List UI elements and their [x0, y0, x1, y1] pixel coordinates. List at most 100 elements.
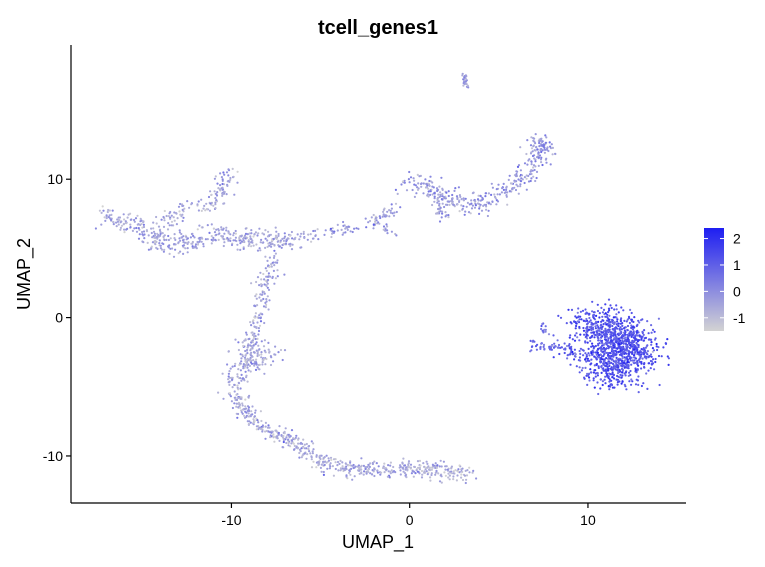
data-point [178, 229, 181, 232]
data-point [272, 256, 276, 259]
data-point [221, 186, 224, 189]
data-point [633, 346, 636, 349]
data-point [654, 357, 657, 361]
data-point [633, 359, 636, 362]
data-point [270, 431, 273, 434]
data-point [251, 331, 254, 334]
data-point [418, 459, 422, 462]
data-point [462, 78, 465, 81]
data-point [436, 189, 439, 193]
data-point [469, 212, 472, 215]
data-point [596, 374, 600, 377]
data-point [520, 174, 524, 177]
data-point [600, 371, 603, 374]
data-point [131, 229, 134, 232]
data-point [336, 229, 339, 232]
data-point [644, 349, 647, 352]
data-point [471, 471, 474, 474]
data-point [245, 361, 248, 364]
data-point [214, 175, 217, 178]
data-point [616, 318, 619, 321]
data-point [142, 230, 146, 233]
data-point [303, 443, 306, 446]
data-point [413, 195, 416, 198]
data-point [269, 242, 272, 245]
data-point [298, 451, 301, 455]
data-point [266, 239, 269, 242]
data-point [170, 224, 173, 227]
data-point [590, 358, 593, 361]
data-point [162, 215, 165, 219]
data-point [203, 204, 206, 207]
data-point [523, 181, 526, 185]
data-point [225, 193, 228, 196]
data-point [237, 368, 240, 371]
data-point [657, 346, 660, 349]
data-point [532, 137, 535, 140]
data-point [629, 308, 632, 311]
data-point [389, 470, 392, 473]
data-point [606, 317, 610, 320]
data-point [251, 405, 254, 408]
data-point [250, 229, 253, 232]
data-point [215, 199, 218, 202]
data-point [491, 186, 494, 189]
data-point [247, 395, 250, 399]
data-point [627, 367, 630, 370]
data-point [590, 321, 593, 324]
data-point [221, 194, 224, 197]
data-point [255, 425, 258, 428]
data-point [434, 466, 437, 469]
data-point [615, 363, 618, 366]
data-point [497, 183, 500, 186]
data-point [349, 473, 352, 476]
data-point [254, 231, 257, 234]
data-point [150, 245, 153, 248]
data-point [487, 209, 490, 212]
data-point [170, 220, 174, 223]
data-point [264, 229, 267, 232]
data-point [145, 230, 149, 233]
data-point [451, 202, 454, 205]
data-point [254, 337, 257, 341]
data-point [540, 156, 543, 159]
data-point [481, 198, 484, 201]
data-point [334, 461, 337, 464]
data-point [413, 179, 416, 182]
data-point [430, 472, 433, 475]
data-point [657, 354, 661, 358]
data-point [246, 366, 249, 369]
data-point [418, 466, 421, 469]
data-point [608, 328, 611, 331]
data-point [223, 202, 226, 205]
data-point [585, 335, 588, 338]
data-point [229, 176, 232, 180]
data-point [580, 369, 584, 372]
data-point [531, 150, 534, 153]
data-point [390, 207, 393, 210]
data-point [596, 324, 599, 327]
data-point [237, 412, 240, 416]
data-point [248, 243, 251, 246]
data-point [536, 148, 539, 151]
data-point [476, 202, 480, 205]
data-point [258, 348, 261, 351]
data-point [634, 348, 638, 351]
data-point [462, 205, 465, 208]
data-point [521, 178, 524, 181]
data-point [367, 463, 370, 466]
data-point [253, 415, 256, 418]
data-point [636, 340, 640, 343]
data-point [600, 331, 604, 334]
data-point [239, 387, 242, 390]
data-point [530, 160, 533, 163]
data-point [604, 315, 607, 318]
data-point [168, 212, 171, 215]
data-point [479, 194, 482, 197]
data-point [245, 333, 248, 336]
data-point [254, 312, 257, 315]
data-point [102, 209, 105, 212]
data-point [249, 421, 252, 424]
data-point [650, 343, 653, 346]
data-point [461, 470, 464, 473]
